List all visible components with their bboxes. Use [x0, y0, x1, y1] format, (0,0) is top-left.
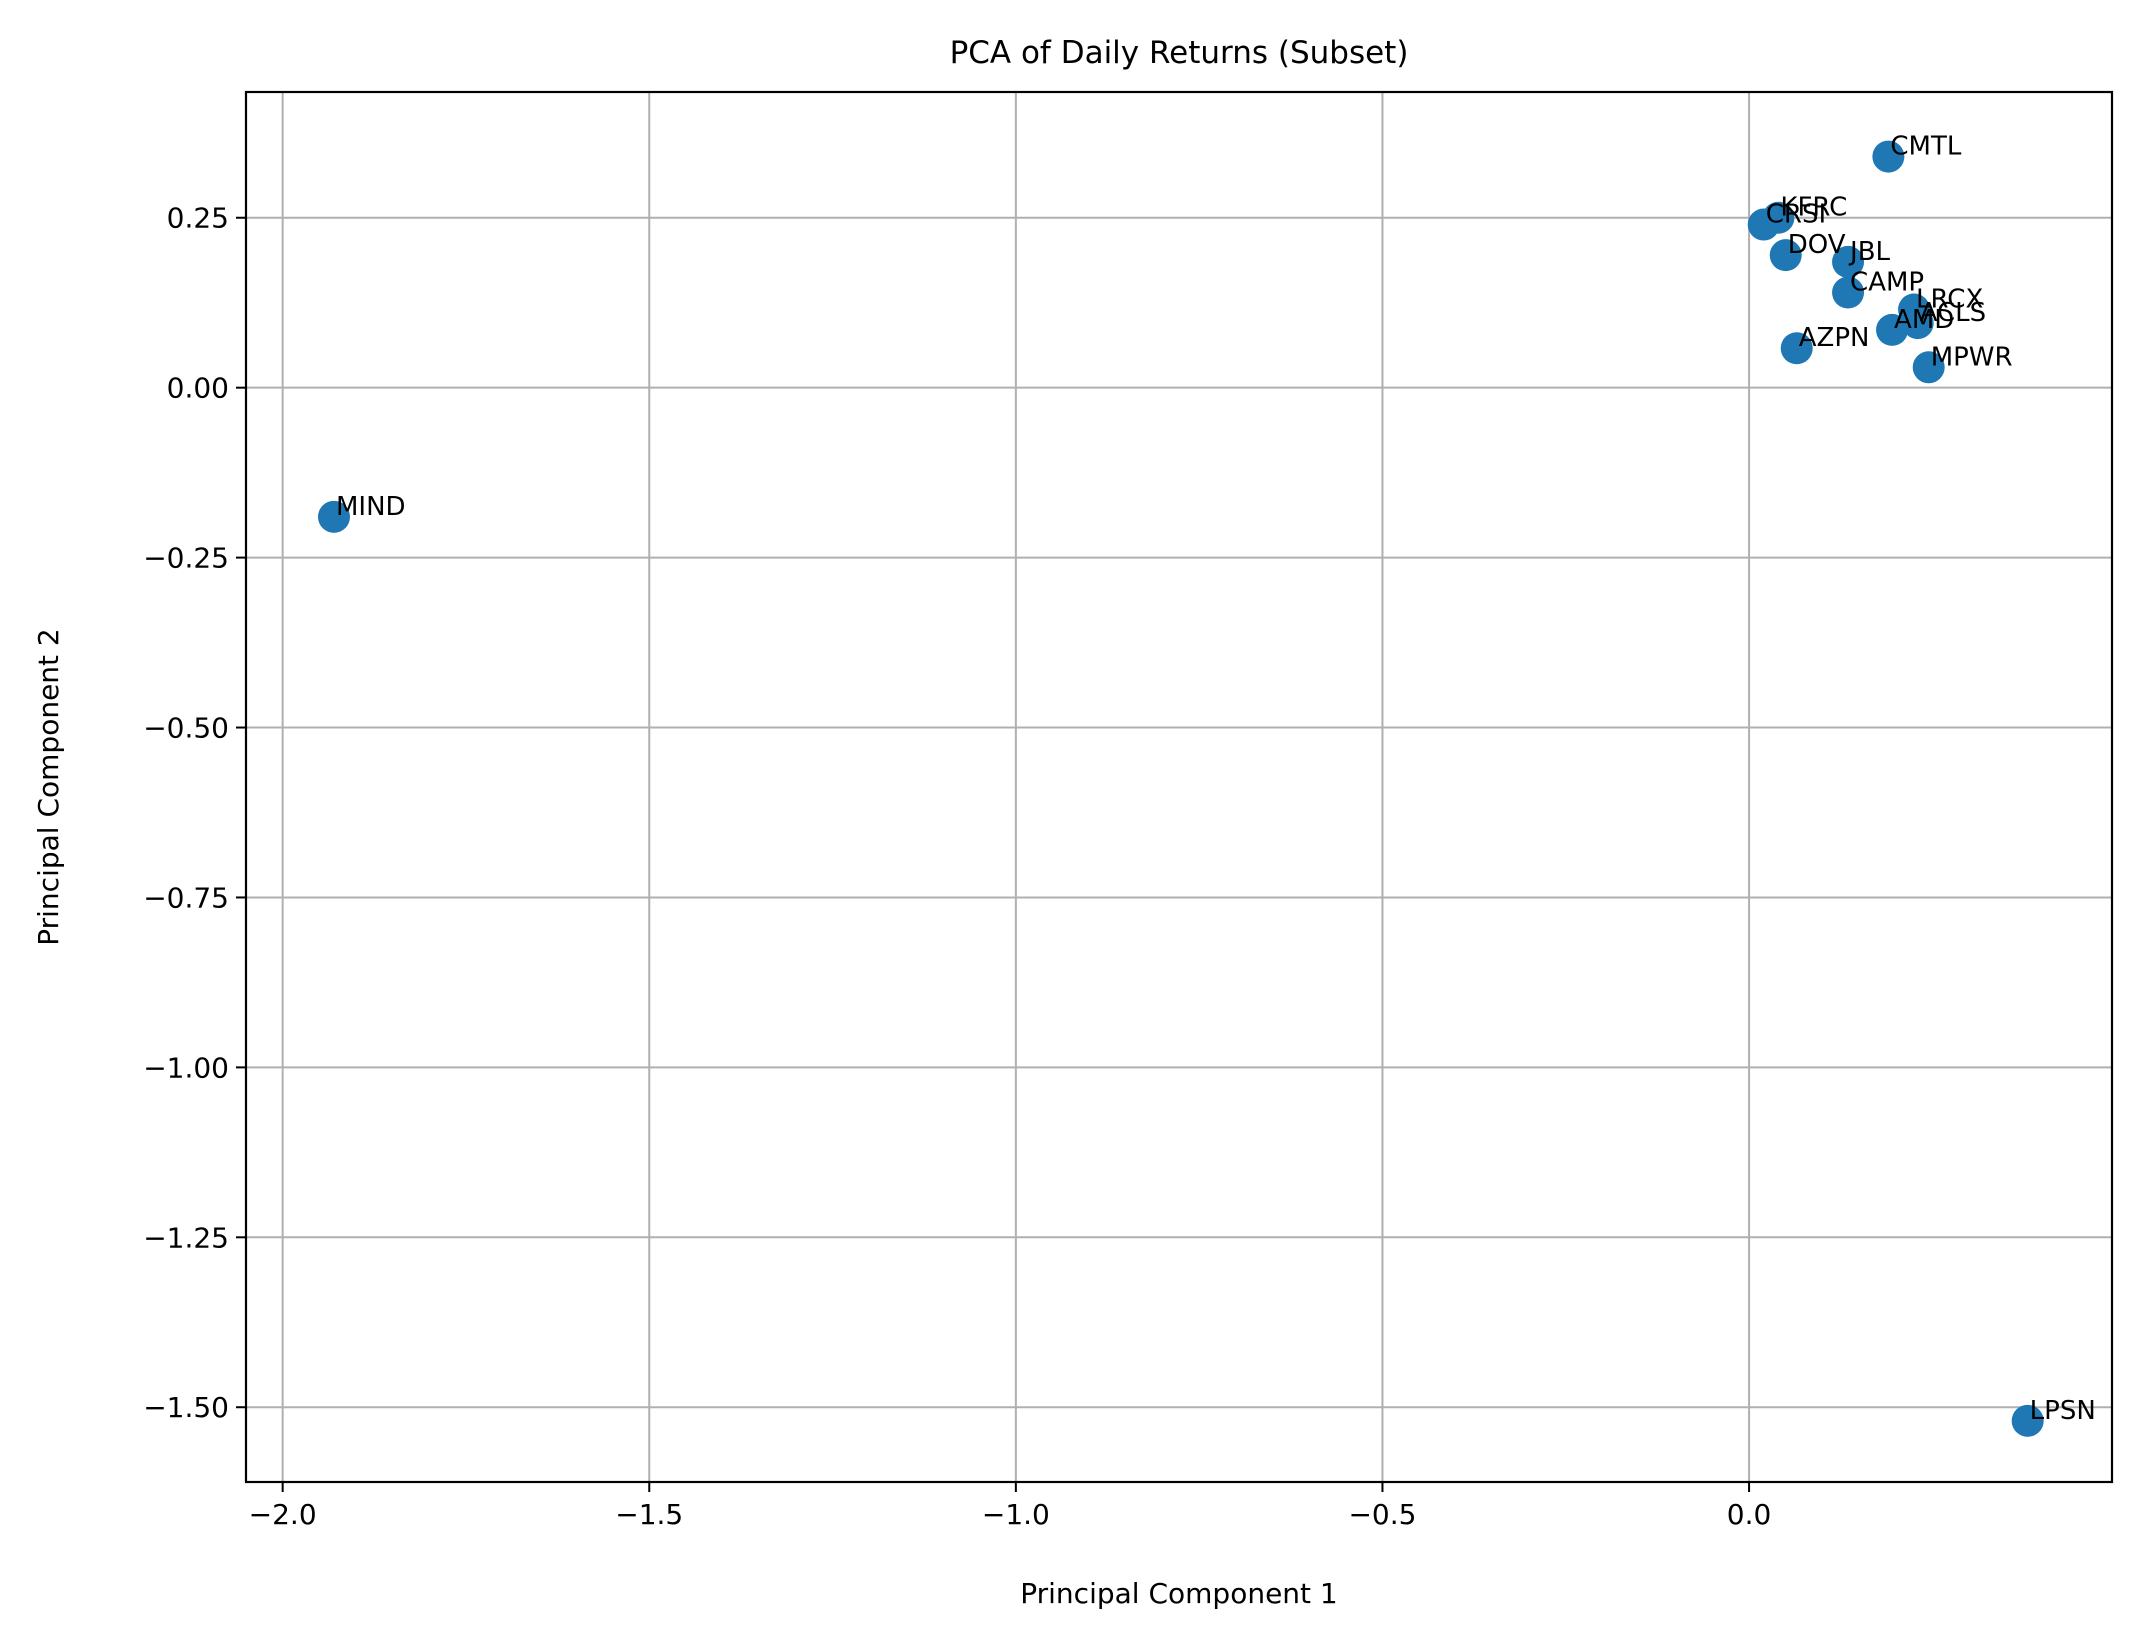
y-tick-label: −0.25: [143, 542, 229, 575]
y-tick-label: −0.50: [143, 712, 229, 745]
point-label-mind: MIND: [336, 492, 406, 522]
x-axis-ticks: −2.0 −1.5 −1.0 −0.5 0.0: [249, 1482, 1772, 1531]
x-tick-label: −2.0: [249, 1498, 317, 1531]
y-tick-label: −1.00: [143, 1051, 229, 1084]
plot-frame: [244, 90, 2114, 1484]
y-tick-label: −1.25: [143, 1221, 229, 1254]
data-points: [317, 140, 2044, 1437]
chart-title: PCA of Daily Returns (Subset): [950, 35, 1409, 71]
data-point-lpsn: [2011, 1404, 2044, 1437]
x-tick-label: −1.5: [615, 1498, 683, 1531]
data-point-azpn: [1780, 332, 1813, 365]
y-axis-label: Principal Component 2: [32, 628, 65, 946]
y-tick-label: −0.75: [143, 881, 229, 914]
data-point-mind: [317, 500, 350, 533]
point-label-cmtl: CMTL: [1890, 132, 1961, 162]
data-point-acls: [1901, 307, 1934, 340]
x-tick-label: −1.0: [982, 1498, 1050, 1531]
y-tick-label: 0.25: [167, 202, 229, 235]
point-label-dov: DOV: [1788, 230, 1846, 260]
y-tick-label: 0.00: [167, 372, 229, 405]
grid-lines: [246, 92, 2112, 1482]
point-label-mpwr: MPWR: [1931, 342, 2013, 372]
point-label-crsi: CRSI: [1766, 200, 1826, 230]
data-point-crsi: [1747, 208, 1780, 241]
data-point-cmtl: [1872, 140, 1905, 173]
point-label-amd: AMD: [1894, 305, 1954, 335]
point-label-azpn: AZPN: [1799, 323, 1870, 353]
data-point-jbl: [1832, 245, 1865, 278]
point-label-acls: ACLS: [1920, 298, 1986, 328]
y-axis-ticks: 0.25 0.00 −0.25 −0.50 −0.75 −1.00 −1.25 −1.50: [143, 202, 246, 1424]
point-label-jbl: JBL: [1848, 237, 1891, 267]
point-label-kfrc: KFRC: [1780, 193, 1847, 223]
point-label-lpsn: LPSN: [2030, 1396, 2096, 1426]
data-point-mpwr: [1912, 351, 1945, 384]
data-point-amd: [1876, 313, 1909, 346]
x-tick-label: 0.0: [1727, 1498, 1772, 1531]
data-point-dov: [1769, 239, 1802, 272]
data-point-camp: [1832, 276, 1865, 309]
x-axis-label: Principal Component 1: [1020, 1577, 1338, 1610]
point-label-camp: CAMP: [1850, 268, 1924, 298]
x-tick-label: −0.5: [1348, 1498, 1416, 1531]
y-tick-label: −1.50: [143, 1391, 229, 1424]
point-label-lrcx: LRCX: [1916, 285, 1983, 315]
